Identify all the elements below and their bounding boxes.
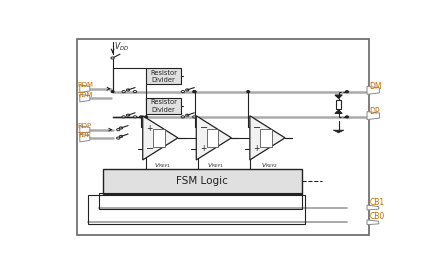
Text: TDP: TDP [77,132,91,138]
FancyBboxPatch shape [260,129,272,147]
Polygon shape [196,116,232,160]
Polygon shape [367,112,379,120]
Text: $V_{DD}$: $V_{DD}$ [114,40,130,53]
Circle shape [122,91,125,93]
Text: $V_{REF1}$: $V_{REF1}$ [207,161,224,170]
Text: DM: DM [369,82,382,91]
Circle shape [181,116,184,118]
Polygon shape [80,134,90,142]
Circle shape [133,91,137,93]
Polygon shape [367,205,379,210]
Circle shape [111,91,114,93]
FancyBboxPatch shape [77,39,368,235]
Text: +: + [200,144,206,153]
FancyBboxPatch shape [336,99,341,109]
Polygon shape [367,220,379,225]
FancyBboxPatch shape [207,129,218,147]
Text: DP: DP [369,107,380,116]
Text: $V_{REF1}$: $V_{REF1}$ [153,161,171,170]
Circle shape [126,114,130,116]
Circle shape [181,91,184,93]
Circle shape [140,116,143,118]
Circle shape [346,116,348,118]
Polygon shape [80,85,90,93]
Circle shape [119,127,123,129]
FancyBboxPatch shape [153,129,165,147]
Text: +: + [254,144,260,153]
Text: −: − [254,123,261,133]
Text: $V_{REF2}$: $V_{REF2}$ [261,161,278,170]
Circle shape [247,91,250,93]
Text: FSM Logic: FSM Logic [176,176,228,186]
Text: Resistor
Divider: Resistor Divider [150,70,177,83]
Circle shape [133,116,137,118]
Polygon shape [250,116,285,160]
Circle shape [186,114,189,116]
Circle shape [193,91,196,93]
Text: −: − [146,144,154,154]
Circle shape [111,57,114,59]
Circle shape [186,89,189,91]
Text: −: − [200,123,208,133]
Text: RDP: RDP [77,123,92,129]
Circle shape [145,116,147,118]
Polygon shape [333,130,344,133]
Circle shape [119,135,123,137]
Polygon shape [335,110,342,114]
Text: RDM: RDM [77,82,93,88]
Circle shape [346,91,348,93]
Polygon shape [143,116,178,160]
Circle shape [126,89,130,91]
Polygon shape [80,94,90,102]
Text: +: + [146,124,152,133]
Text: Resistor
Divider: Resistor Divider [150,99,177,112]
Polygon shape [367,86,379,94]
Circle shape [117,137,120,139]
Polygon shape [335,95,342,98]
Text: TDM: TDM [77,92,93,98]
Circle shape [193,91,196,93]
Polygon shape [80,126,90,133]
Text: CB0: CB0 [369,212,384,221]
Text: CB1: CB1 [369,198,384,207]
FancyBboxPatch shape [146,98,181,114]
FancyBboxPatch shape [146,69,181,84]
FancyBboxPatch shape [102,169,302,194]
Circle shape [122,116,125,118]
Circle shape [117,129,120,131]
Circle shape [193,116,196,118]
